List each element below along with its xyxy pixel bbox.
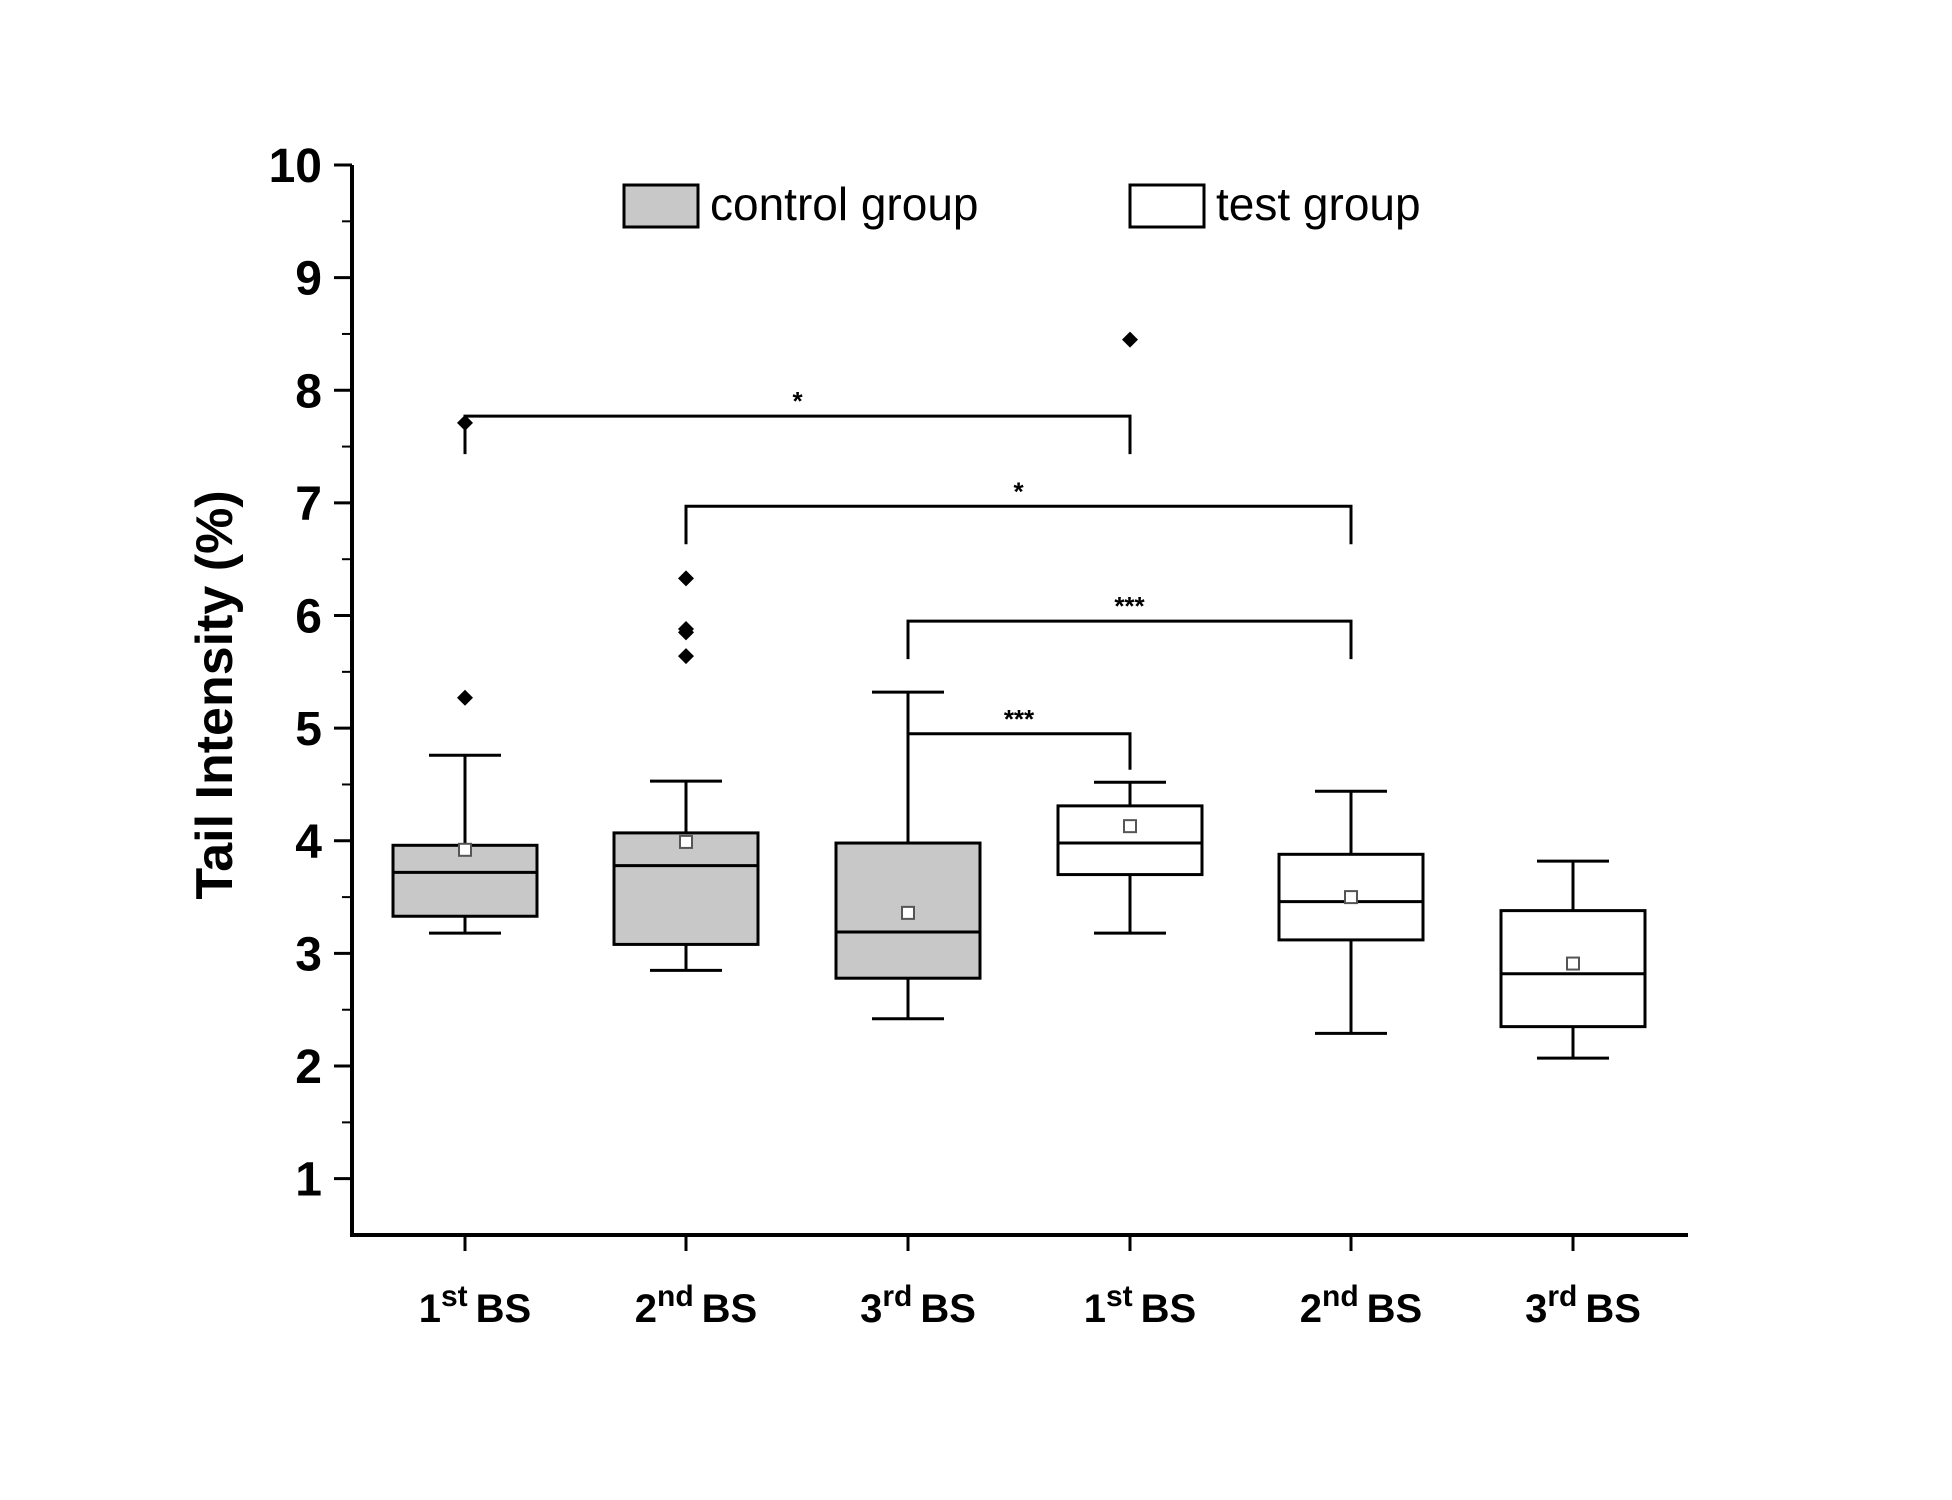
- bracket-line: [906, 732, 1132, 770]
- legend: control group test group: [622, 178, 1421, 230]
- legend-label: test group: [1216, 178, 1421, 230]
- y-tick-label: 7: [295, 478, 322, 531]
- significance-bracket: ***: [906, 591, 1353, 660]
- bracket-line: [463, 414, 1132, 455]
- y-tick-label: 3: [295, 928, 322, 981]
- box-1: [391, 414, 539, 935]
- significance-brackets: ********: [463, 386, 1353, 770]
- significance-bracket: ***: [906, 704, 1132, 770]
- outlier-point: [678, 570, 694, 587]
- y-axis-title: Tail Intensity (%): [186, 490, 244, 899]
- legend-swatch: [622, 183, 700, 229]
- boxes: [391, 331, 1647, 1060]
- box-6: [1499, 859, 1647, 1060]
- x-tick-label: 2nd BS: [1300, 1280, 1422, 1331]
- x-tick-label: 3rd BS: [860, 1280, 976, 1331]
- x-tick-label: 1st BS: [419, 1280, 532, 1331]
- bracket-line: [906, 619, 1353, 660]
- y-tick-label: 6: [295, 591, 322, 644]
- y-tick-label: 9: [295, 253, 322, 306]
- y-tick-label: 1: [295, 1154, 322, 1207]
- legend-entry: control group: [622, 178, 979, 230]
- mean-marker: [1344, 890, 1358, 905]
- outlier-point: [457, 689, 473, 706]
- significance-label: ***: [1114, 591, 1145, 621]
- box-4: [1056, 331, 1204, 935]
- mean-marker: [679, 834, 693, 849]
- legend-entry: test group: [1128, 178, 1421, 230]
- significance-bracket: *: [463, 386, 1132, 455]
- axes: 1 2 3 4 5 6 7 8 9 10 1st BS 2nd BS 3rd BS 1st BS 2nd BS 3rd B…: [269, 140, 1688, 1331]
- legend-label: control group: [710, 178, 979, 230]
- significance-label: *: [1013, 476, 1024, 506]
- bracket-line: [684, 504, 1353, 545]
- box-2: [612, 570, 760, 972]
- outlier-point: [1122, 331, 1138, 348]
- y-tick-label: 2: [295, 1041, 322, 1094]
- x-tick-label: 1st BS: [1084, 1280, 1197, 1331]
- mean-marker: [1566, 956, 1580, 971]
- significance-bracket: *: [684, 476, 1353, 545]
- box-iqr: [1056, 804, 1204, 877]
- mean-marker: [901, 905, 915, 920]
- box-iqr: [612, 831, 760, 946]
- outlier-point: [678, 621, 694, 638]
- y-tick-label: 5: [295, 703, 322, 756]
- mean-marker: [458, 842, 472, 857]
- legend-swatch: [1128, 183, 1206, 229]
- significance-label: *: [792, 386, 803, 416]
- outlier-point: [678, 648, 694, 665]
- y-tick-label: 10: [269, 140, 322, 193]
- x-tick-label: 2nd BS: [635, 1280, 757, 1331]
- significance-label: ***: [1004, 704, 1035, 734]
- mean-marker: [1123, 819, 1137, 834]
- x-tick-label: 3rd BS: [1525, 1280, 1641, 1331]
- y-tick-label: 4: [295, 816, 322, 869]
- box-5: [1277, 789, 1425, 1035]
- y-tick-label: 8: [295, 365, 322, 418]
